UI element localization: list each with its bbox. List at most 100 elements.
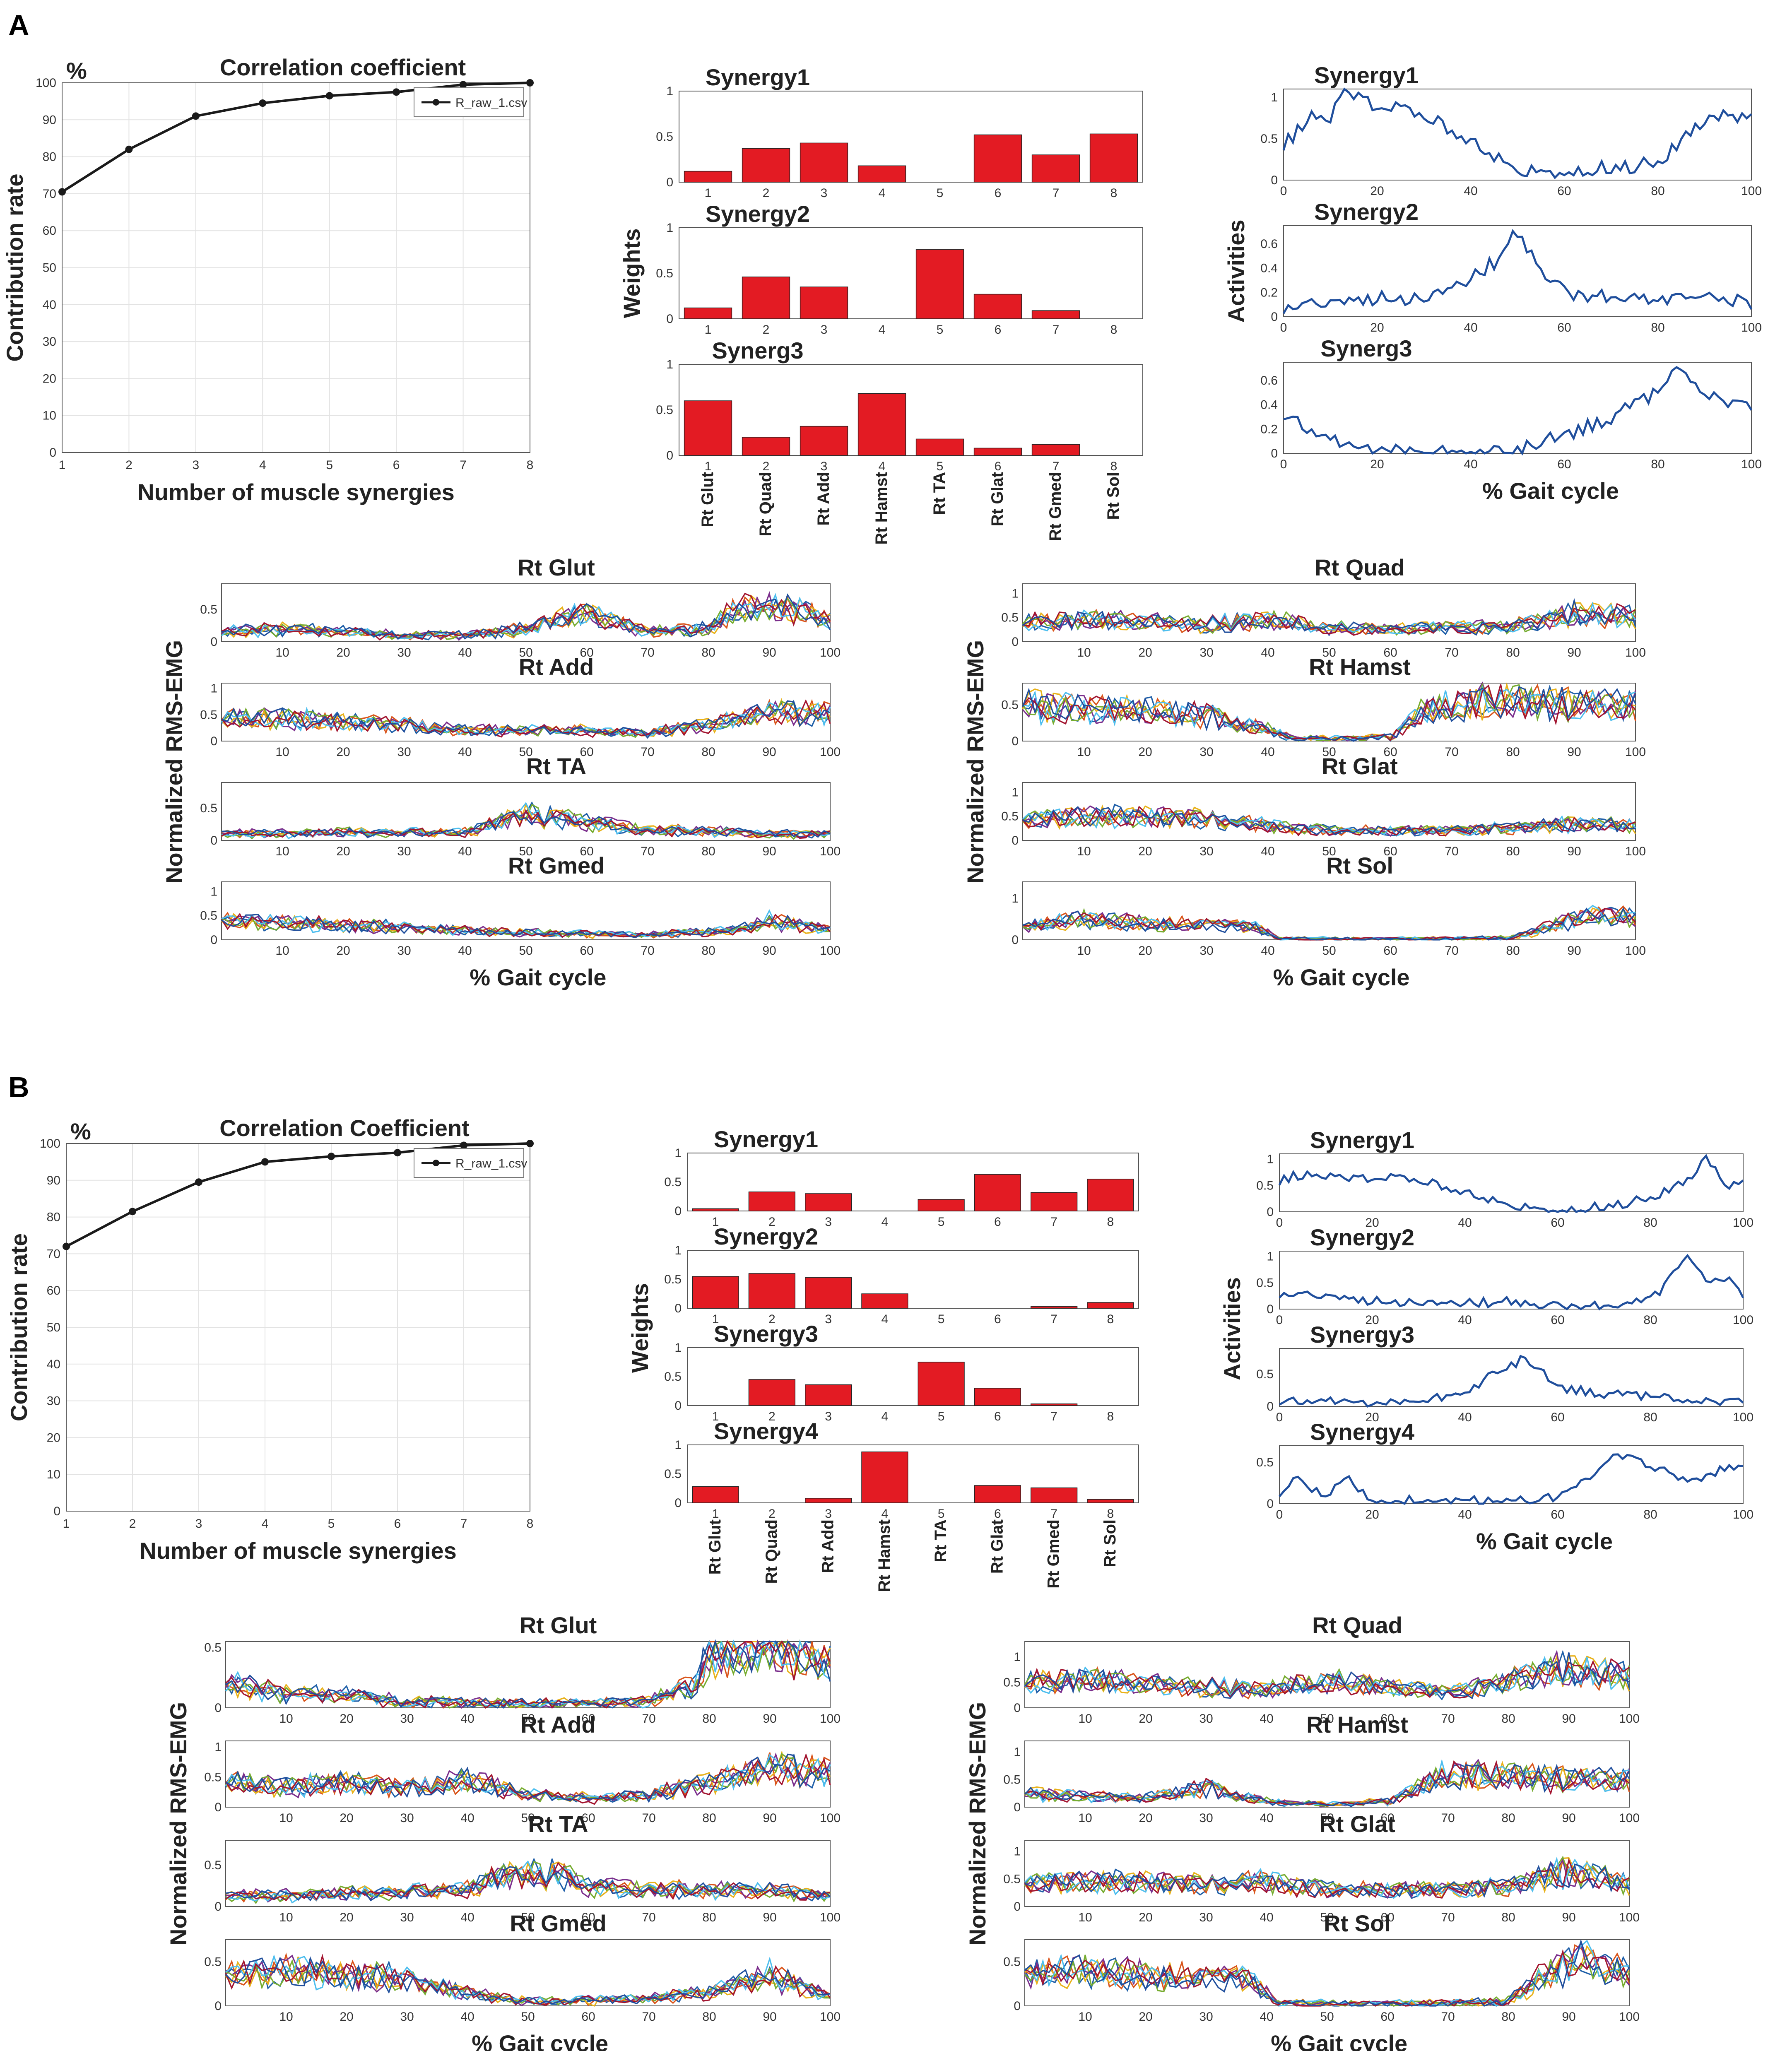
y-axis-label: Normalized RMS-EMG <box>964 1702 990 1945</box>
emg-trace <box>225 1640 831 1709</box>
x-tick-label: 30 <box>1199 646 1213 660</box>
x-tick-label: 8 <box>1107 1312 1114 1326</box>
weight-bar <box>1087 1302 1134 1309</box>
y-tick-label: 0.5 <box>656 267 673 280</box>
x-tick-label: 100 <box>1619 2010 1640 2024</box>
x-tick-label: 0 <box>1280 321 1287 335</box>
y-tick-label: 0.2 <box>1260 422 1278 436</box>
x-tick-label: 3 <box>825 1312 832 1326</box>
y-tick-label: 0.5 <box>204 1641 222 1655</box>
x-tick-label: 70 <box>641 745 654 759</box>
x-tick-label: 30 <box>397 944 411 958</box>
synergy-title: Synergy1 <box>1314 62 1419 88</box>
x-tick-label: 1 <box>705 323 712 337</box>
y-tick-label: 1 <box>1014 1845 1021 1858</box>
x-tick-label: 8 <box>1107 1410 1114 1423</box>
unit-symbol: % <box>66 58 87 84</box>
muscle-title: Rt Quad <box>1315 554 1405 580</box>
emg-trace <box>1022 682 1636 741</box>
B-acts-2-frame <box>1279 1348 1744 1407</box>
x-tick-label: 40 <box>1261 944 1274 958</box>
y-axis-label: Activities <box>1223 220 1249 323</box>
y-tick-label: 0.5 <box>664 1467 682 1481</box>
weight-bar <box>1031 1403 1078 1406</box>
x-tick-label: 70 <box>642 2010 655 2024</box>
y-tick-label: 100 <box>36 76 56 90</box>
muscle-title: Rt Add <box>519 654 594 680</box>
y-tick-label: 60 <box>43 224 56 238</box>
A-emg-right-2-frame <box>1022 782 1636 841</box>
x-tick-label: 20 <box>340 1911 353 1924</box>
x-tick-label: 6 <box>994 1507 1001 1521</box>
emg-trace <box>221 912 831 938</box>
x-tick-label: 1 <box>712 1312 719 1326</box>
corr-point <box>195 1178 202 1186</box>
muscle-title: Rt Glut <box>518 554 595 580</box>
weight-bar <box>742 277 790 319</box>
weight-bar <box>748 1192 795 1211</box>
y-tick-label: 0 <box>674 1496 682 1510</box>
x-tick-label: 6 <box>393 458 400 472</box>
corr-point <box>261 1158 269 1166</box>
weight-bar <box>974 1485 1021 1503</box>
y-tick-label: 40 <box>47 1358 60 1371</box>
x-tick-label: 100 <box>1733 1216 1753 1230</box>
activity-line <box>1279 1254 1744 1311</box>
emg-trace <box>225 1639 831 1709</box>
muscle-category-label: Rt Add <box>814 472 833 526</box>
synergy-title: Synergy2 <box>1310 1224 1414 1250</box>
x-axis-label: % Gait cycle <box>1273 964 1410 990</box>
x-tick-label: 90 <box>762 944 776 958</box>
panel-label-A: A <box>8 9 29 41</box>
x-tick-label: 40 <box>458 646 472 660</box>
y-tick-label: 1 <box>674 1341 682 1355</box>
weight-bar <box>973 134 1022 183</box>
x-tick-label: 30 <box>1199 944 1213 958</box>
weight-bar <box>857 165 906 183</box>
y-tick-label: 100 <box>40 1137 60 1151</box>
emg-trace <box>1024 1764 1630 1807</box>
x-tick-label: 10 <box>1078 1811 1092 1825</box>
x-tick-label: 90 <box>763 1911 776 1924</box>
x-tick-label: 80 <box>1501 1712 1515 1726</box>
x-tick-label: 20 <box>1139 1911 1152 1924</box>
x-tick-label: 50 <box>519 845 532 858</box>
x-tick-label: 80 <box>1643 1508 1657 1521</box>
x-tick-label: 4 <box>879 186 886 200</box>
x-tick-label: 20 <box>1365 1313 1379 1327</box>
y-tick-label: 50 <box>47 1321 60 1334</box>
x-tick-label: 2 <box>768 1507 776 1521</box>
x-tick-label: 40 <box>1260 1911 1273 1924</box>
x-tick-label: 50 <box>1322 944 1336 958</box>
x-tick-label: 90 <box>1567 944 1581 958</box>
y-tick-label: 0 <box>1012 933 1019 947</box>
y-axis-label: Contribution rate <box>2 173 28 361</box>
x-tick-label: 60 <box>1380 1811 1394 1825</box>
muscle-title: Rt Sol <box>1324 1910 1391 1936</box>
weight-bar <box>800 286 848 319</box>
weight-bar <box>805 1277 852 1309</box>
x-tick-label: 20 <box>1138 646 1152 660</box>
emg-trace <box>225 1639 831 1709</box>
x-tick-label: 70 <box>1445 646 1458 660</box>
x-tick-label: 50 <box>521 2010 535 2024</box>
y-tick-label: 20 <box>43 372 56 385</box>
y-tick-label: 0 <box>214 1801 222 1814</box>
A-acts-2-frame <box>1283 362 1752 454</box>
y-axis-label: Weights <box>619 229 645 318</box>
x-tick-label: 80 <box>1506 845 1520 858</box>
y-tick-label: 10 <box>47 1468 60 1481</box>
x-tick-label: 100 <box>1741 184 1762 198</box>
y-tick-label: 0.5 <box>1001 698 1019 712</box>
x-tick-label: 20 <box>340 1811 353 1825</box>
x-tick-label: 40 <box>1464 321 1477 335</box>
x-tick-label: 80 <box>1501 1811 1515 1825</box>
y-tick-label: 0.5 <box>204 1955 222 1969</box>
x-tick-label: 20 <box>336 845 350 858</box>
x-tick-label: 40 <box>1260 1712 1273 1726</box>
muscle-title: Rt Gmed <box>508 852 605 879</box>
x-tick-label: 100 <box>1733 1411 1753 1424</box>
x-tick-label: 20 <box>336 745 350 759</box>
x-tick-label: 20 <box>1139 2010 1152 2024</box>
x-tick-label: 10 <box>1077 646 1091 660</box>
